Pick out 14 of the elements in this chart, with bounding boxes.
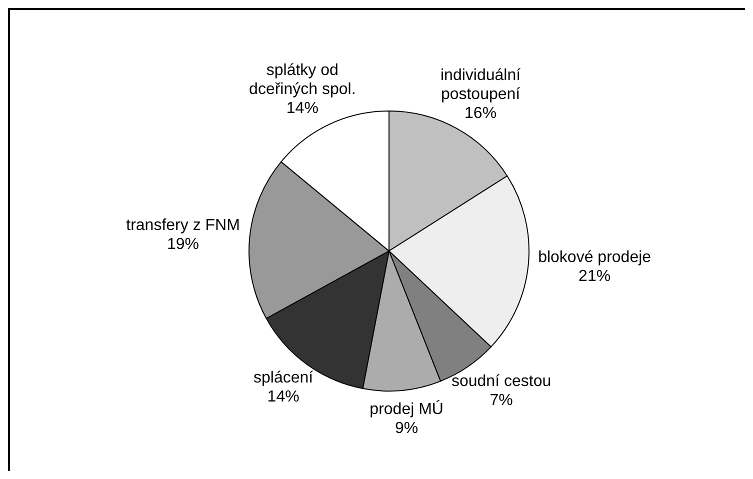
data-label: 21% <box>578 268 611 285</box>
slice-label: transfery z FNM <box>126 217 240 234</box>
slice-label: prodej MÚ <box>370 400 444 418</box>
data-label: 7% <box>490 392 513 409</box>
data-label: 14% <box>286 100 318 117</box>
slice-label: soudní cestou <box>452 372 552 390</box>
slice-label: splácení <box>254 370 314 387</box>
slice-label: splátky od dceřiných spol. <box>249 62 356 98</box>
data-label: 9% <box>395 420 418 438</box>
slice-label: individuální postoupení <box>440 67 522 104</box>
data-label: 14% <box>267 388 300 406</box>
slice-label: blokové prodeje <box>538 248 652 266</box>
data-label: 19% <box>167 236 200 254</box>
data-label: 16% <box>464 105 497 122</box>
